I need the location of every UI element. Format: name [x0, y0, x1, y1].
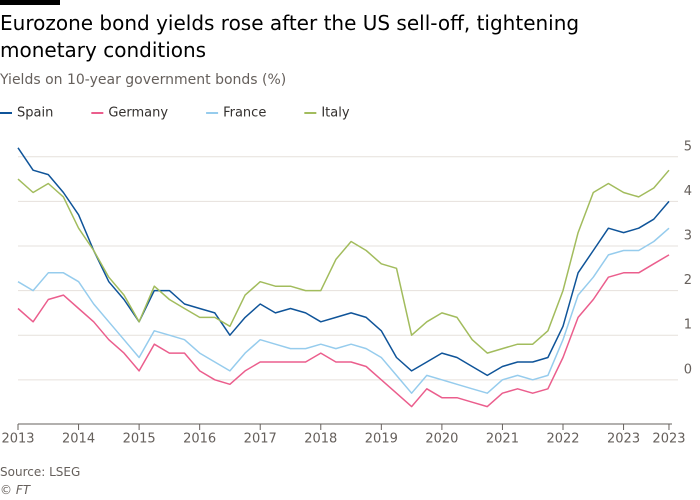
source: Source: LSEG: [0, 465, 81, 479]
y-tick-label: 1: [684, 318, 692, 333]
legend-label: France: [223, 106, 266, 121]
credit: © FT: [0, 483, 31, 497]
y-tick-label: 4: [684, 184, 692, 199]
legend-label: Spain: [17, 106, 53, 121]
x-tick-label: 2019: [365, 432, 398, 447]
x-tick-label: 2017: [244, 432, 277, 447]
legend-label: Italy: [321, 106, 350, 121]
legend-label: Germany: [108, 106, 168, 121]
x-tick-label: 2020: [425, 432, 458, 447]
chart-title: Eurozone bond yields rose after the US s…: [0, 11, 580, 62]
y-tick-label: 3: [684, 229, 692, 244]
series-line: [17, 227, 670, 394]
x-tick-label: 2023: [652, 432, 685, 447]
x-tick-label: 2013: [1, 432, 34, 447]
series-line: [17, 254, 670, 408]
chart-subtitle: Yields on 10-year government bonds (%): [0, 72, 287, 88]
chart: 0 1 2 3 4 5 2013 2014 2015 2016 2017 2018 2019 2020 20…: [0, 106, 692, 447]
x-tick-label: 2021: [486, 432, 519, 447]
x-tick-label: 2015: [123, 432, 156, 447]
x-tick-label: 2014: [62, 432, 95, 447]
y-tick-label: 0: [684, 362, 692, 377]
x-tick-label: 2022: [546, 432, 579, 447]
x-tick-label: 2018: [304, 432, 337, 447]
series-line: [17, 169, 670, 354]
series-line: [17, 147, 670, 377]
y-tick-label: 2: [684, 273, 692, 288]
brand-bar: [0, 0, 60, 5]
y-tick-label: 5: [684, 139, 692, 154]
x-tick-label: 2023: [607, 432, 640, 447]
x-tick-label: 2016: [183, 432, 216, 447]
